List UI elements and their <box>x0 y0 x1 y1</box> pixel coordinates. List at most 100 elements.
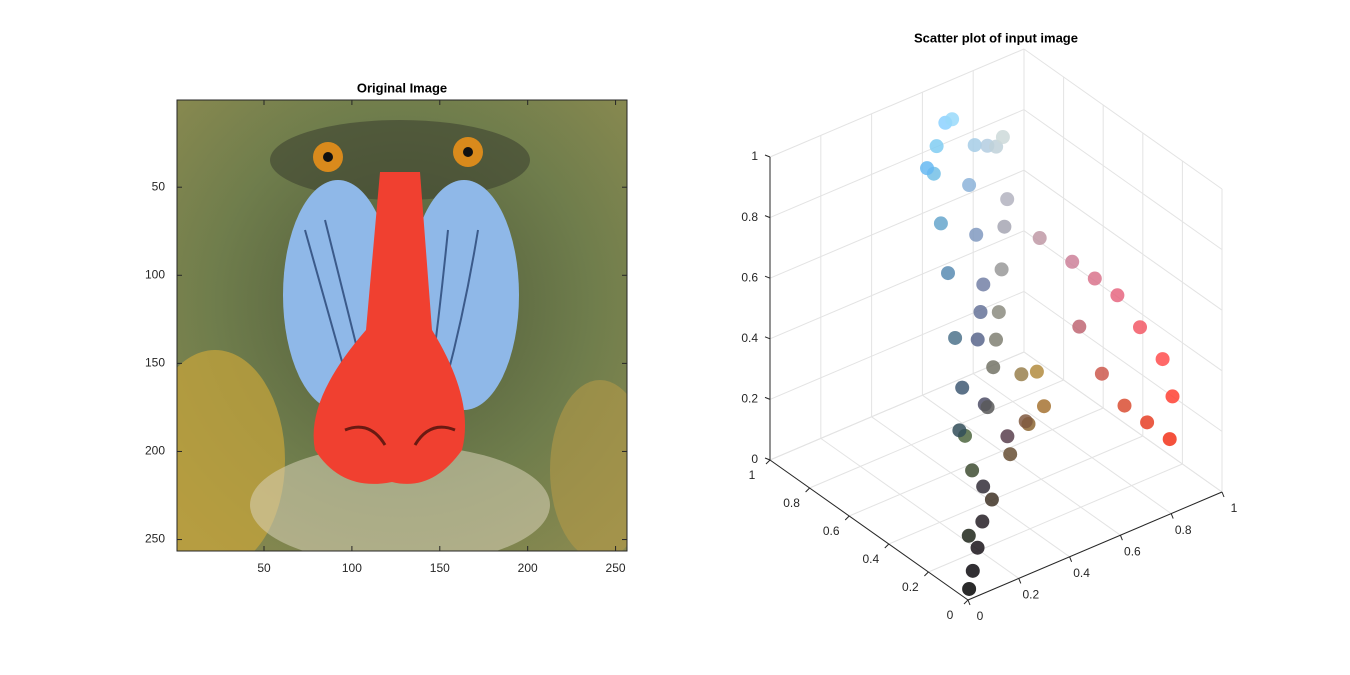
scatter-point <box>1072 319 1087 334</box>
y-tick <box>924 571 929 577</box>
x-tick-label: 200 <box>518 561 538 575</box>
scatter-point <box>976 277 991 292</box>
scatter-point <box>975 514 990 529</box>
scatter-point <box>1065 254 1080 269</box>
axis-line <box>967 491 1223 601</box>
grid-line <box>922 394 1121 536</box>
scatter-point <box>941 266 955 281</box>
grid-line <box>849 407 1104 517</box>
scatter-point <box>1087 271 1102 286</box>
scatter-point <box>1018 414 1033 429</box>
axis-line <box>769 459 969 601</box>
x-tick-label: 0 <box>977 609 984 623</box>
y-tick <box>844 515 850 521</box>
x-tick-label: 0.6 <box>1124 544 1141 558</box>
grid-line <box>972 373 1172 515</box>
grid-line <box>809 379 1064 489</box>
scatter-title: Scatter plot of input image <box>914 30 1078 45</box>
x-tick-label: 0.8 <box>1175 523 1192 537</box>
scatter-point <box>984 492 999 507</box>
y-tick-label: 0 <box>947 608 954 622</box>
grid-line <box>1023 290 1223 432</box>
scatter-point <box>1000 429 1015 444</box>
scatter-point <box>965 563 980 578</box>
scatter-point <box>995 130 1010 145</box>
y-tick-label: 1 <box>749 468 756 482</box>
x-tick-label: 100 <box>342 561 362 575</box>
scatter-point <box>980 400 995 415</box>
y-tick-label: 200 <box>145 444 165 458</box>
scatter-point <box>920 161 935 176</box>
grid-line <box>1023 109 1223 251</box>
x-tick <box>1018 578 1022 584</box>
grid-line <box>1023 230 1223 372</box>
image-title: Original Image <box>357 80 447 95</box>
scatter-point <box>973 305 988 319</box>
y-tick-label: 50 <box>152 179 166 193</box>
y-tick <box>963 599 969 605</box>
x-tick-label: 150 <box>430 561 450 575</box>
z-tick <box>764 457 771 461</box>
y-tick-label: 250 <box>145 532 165 546</box>
scatter-point <box>948 330 963 345</box>
scatter-point <box>986 360 1001 375</box>
z-tick-label: 0.2 <box>741 392 758 406</box>
z-tick <box>764 336 771 340</box>
grid-line <box>928 463 1183 573</box>
z-tick-label: 0.6 <box>741 270 758 284</box>
grid-line <box>769 351 1025 461</box>
scatter-point <box>970 332 985 347</box>
scatter-point <box>1029 364 1044 379</box>
x-tick-label: 0.4 <box>1073 566 1090 580</box>
y-tick <box>765 459 771 465</box>
scatter-point <box>962 581 977 596</box>
x-tick-label: 50 <box>257 561 271 575</box>
scatter-point <box>1162 432 1177 447</box>
grid-line <box>820 437 1020 579</box>
y-tick-label: 0.8 <box>783 496 800 510</box>
scatter-point <box>1094 366 1109 381</box>
grid-line <box>1023 48 1223 190</box>
scatter-point <box>1155 352 1170 367</box>
grid-line <box>1023 169 1223 311</box>
x-tick-label: 250 <box>606 561 626 575</box>
z-tick <box>764 154 771 158</box>
scatter-point <box>1110 288 1125 303</box>
x-tick-label: 0.2 <box>1022 588 1039 602</box>
y-tick-label: 0.4 <box>862 552 879 566</box>
x-tick <box>1119 535 1123 541</box>
scatter-point <box>945 112 960 127</box>
scatter-point <box>965 463 980 478</box>
scatter-point <box>952 423 967 438</box>
z-tick <box>764 396 771 400</box>
scatter-point <box>997 219 1012 234</box>
grid-line <box>769 230 1025 340</box>
grid-line <box>769 109 1025 219</box>
grid-line <box>888 435 1143 545</box>
scatter-point <box>969 227 984 242</box>
scatter-point <box>1165 389 1180 404</box>
z-tick-label: 0 <box>751 452 758 466</box>
scatter-point <box>929 139 944 154</box>
x-tick-label: 1 <box>1231 501 1238 515</box>
y-tick-label: 0.6 <box>823 524 840 538</box>
mandrill-image <box>177 100 627 551</box>
y-tick-label: 150 <box>145 356 165 370</box>
scatter-point <box>1140 415 1155 430</box>
z-tick-label: 1 <box>751 149 758 163</box>
scatter-point <box>1133 320 1147 335</box>
scatter-point <box>967 138 982 153</box>
x-tick <box>1170 513 1174 519</box>
scatter-point <box>1014 367 1029 382</box>
x-tick <box>967 599 971 606</box>
image-axes-box <box>176 99 628 552</box>
scatter-point <box>1032 231 1047 246</box>
z-tick <box>764 275 771 279</box>
grid-line <box>769 169 1025 279</box>
scatter-point <box>933 216 948 231</box>
x-tick <box>1221 491 1225 498</box>
scatter-point <box>1000 192 1015 207</box>
scatter-point <box>991 305 1006 320</box>
scatter-point <box>1037 399 1051 414</box>
